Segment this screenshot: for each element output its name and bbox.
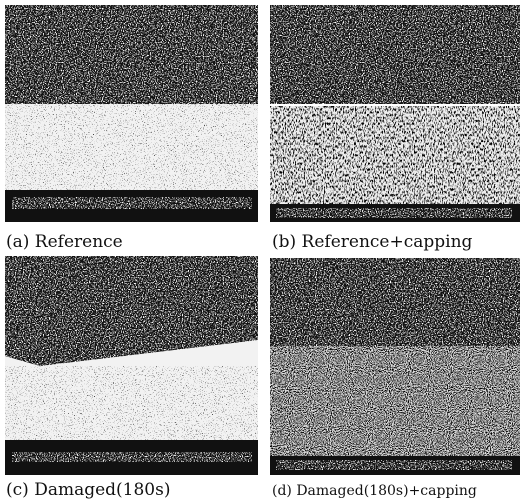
sem-texture	[270, 5, 520, 104]
sem-texture	[5, 366, 258, 440]
sem-texture	[270, 258, 520, 346]
caption: (c) Damaged(180s)	[6, 480, 170, 500]
caption: (d) Damaged(180s)+capping	[272, 483, 477, 499]
panel-c: (c) Damaged(180s)	[5, 256, 258, 500]
sem-footer-text	[276, 208, 512, 218]
sem-texture	[5, 104, 258, 190]
sem-texture	[270, 346, 520, 456]
caption: (b) Reference+capping	[272, 232, 473, 252]
sem-footer-text	[276, 460, 512, 470]
panel-b: (b) Reference+capping	[270, 5, 520, 252]
figure: (a) Reference (b) Reference+capping (c) …	[0, 0, 522, 501]
sem-footer-text	[12, 452, 252, 462]
caption: (a) Reference	[6, 232, 123, 252]
sem-footer-text	[12, 197, 252, 209]
sem-texture	[5, 5, 258, 104]
sem-texture	[270, 106, 520, 204]
panel-a: (a) Reference	[5, 5, 258, 252]
panel-d: (d) Damaged(180s)+capping	[270, 258, 520, 499]
